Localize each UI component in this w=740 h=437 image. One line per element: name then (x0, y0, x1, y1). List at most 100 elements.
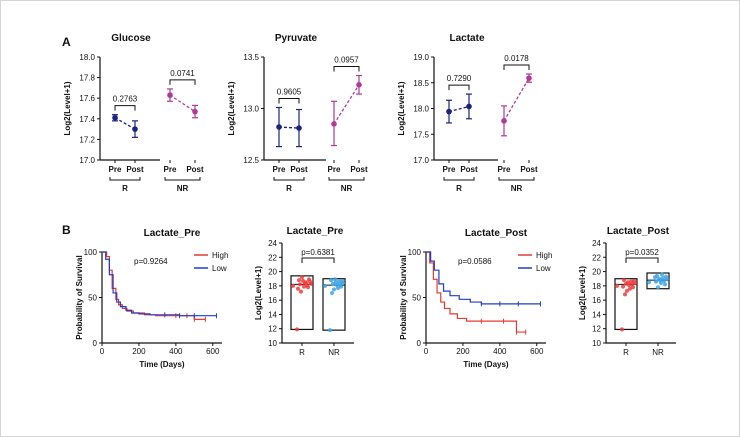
y-tick-label: 12.5 (243, 156, 259, 165)
y-tick-label: 18.5 (413, 79, 429, 88)
data-point (323, 283, 327, 288)
data-point (337, 279, 341, 284)
significance-bracket (333, 66, 360, 72)
x-tick-label: Pre (328, 165, 341, 174)
x-tick-label: 600 (530, 347, 544, 356)
group-label: NR (177, 184, 189, 193)
data-point (302, 284, 306, 289)
x-tick-label: NR (328, 348, 340, 357)
legend-label: High (212, 251, 228, 260)
y-tick-label: 22 (592, 253, 601, 262)
data-point (663, 282, 667, 287)
chart-title: Lactate_Pre (287, 226, 344, 237)
chart-pyruvate: Pyruvate 12.5 13.0 13.5 Log2(Level+1) Pre Post… (227, 33, 368, 193)
y-tick-label: 14 (268, 310, 277, 319)
y-tick-label: 17.0 (79, 156, 95, 165)
chart-lactate: Lactate 17.0 17.5 18.0 18.5 19.0 Log2(Level+1)… (397, 33, 538, 193)
chart-title: Lactate_Post (607, 226, 670, 237)
significance-bracket (301, 257, 335, 263)
x-tick-label: 600 (206, 347, 220, 356)
y-tick-label: 17.4 (79, 115, 95, 124)
y-tick-label: 17.6 (79, 94, 95, 103)
data-point (624, 281, 628, 286)
data-point (621, 284, 625, 289)
data-point (167, 92, 173, 98)
data-point (332, 287, 336, 292)
data-point (329, 278, 333, 283)
data-point (333, 277, 337, 282)
x-axis-label: Time (Days) (139, 360, 185, 369)
y-tick-label: 24 (592, 239, 601, 248)
data-point (661, 276, 665, 280)
x-tick-label: Post (290, 165, 308, 174)
significance-bracket (625, 257, 659, 263)
data-point (664, 274, 668, 279)
x-tick-label: Post (520, 165, 538, 174)
data-point (623, 292, 627, 297)
x-tick-label: Pre (443, 165, 456, 174)
data-point (328, 328, 332, 333)
chart-title: Lactate_Post (465, 228, 528, 239)
y-tick-label: 17.5 (413, 130, 429, 139)
x-tick-label: 0 (424, 347, 429, 356)
data-point (632, 278, 636, 283)
y-tick-label: 19.0 (413, 53, 429, 62)
y-tick-label: 10 (268, 339, 277, 348)
p-value-label: 0.0178 (504, 54, 529, 63)
x-tick-label: NR (652, 348, 664, 357)
significance-bracket (114, 105, 136, 111)
data-point (307, 277, 311, 282)
y-tick-label: 12 (592, 325, 601, 334)
data-point (656, 285, 660, 290)
y-tick-label: 18 (268, 282, 277, 291)
group-bracket (443, 177, 475, 181)
y-tick-label: 17.0 (413, 156, 429, 165)
significance-bracket (278, 97, 300, 104)
group-label: R (456, 184, 462, 193)
data-point (653, 275, 657, 280)
series-line-r (278, 126, 300, 129)
p-value-label: p=0.0352 (625, 248, 659, 257)
series-line-r (114, 117, 136, 130)
y-tick-label: 12 (268, 325, 277, 334)
group-label: NR (511, 184, 523, 193)
data-point (340, 278, 344, 283)
data-point (466, 103, 472, 110)
data-point (620, 327, 624, 332)
group-bracket (164, 177, 201, 181)
box-r (614, 278, 638, 331)
x-tick-label: Post (186, 165, 204, 174)
data-point (296, 125, 302, 131)
data-point (330, 291, 334, 295)
y-tick-label: 0 (93, 339, 98, 348)
y-tick-label: 16 (268, 296, 277, 305)
chart-box-pre: Lactate_Pre 10 12 14 16 18 20 22 24 Log2(Level+1)… (254, 226, 354, 357)
x-tick-label: Post (350, 165, 368, 174)
y-tick-label: 17.2 (79, 135, 95, 144)
data-point (615, 283, 619, 288)
x-tick-label: 0 (100, 347, 105, 356)
legend-label: Low (536, 264, 551, 273)
data-point (660, 272, 664, 277)
chart-title: Lactate (449, 33, 484, 44)
chart-km-post: Lactate_Post 0 50 100 0 200 400 600 Time (Days) P… (399, 228, 552, 369)
data-point (298, 282, 302, 287)
x-tick-label: 200 (132, 347, 146, 356)
y-tick-label: 16 (592, 296, 601, 305)
x-tick-label: 400 (493, 347, 507, 356)
data-point (300, 275, 304, 280)
significance-bracket (503, 64, 530, 70)
y-tick-label: 10 (592, 339, 601, 348)
x-tick-label: R (299, 348, 305, 357)
y-tick-label: 24 (268, 239, 277, 248)
group-label: R (286, 184, 292, 193)
p-value-label: p=0.9264 (134, 257, 168, 266)
data-point (295, 327, 299, 332)
y-tick-label: 18 (592, 282, 601, 291)
group-label: NR (341, 184, 353, 193)
chart-km-pre: Lactate_Pre 0 50 100 0 200 400 600 Time (Days) Pr… (75, 228, 228, 369)
data-point (526, 75, 532, 81)
data-point (625, 288, 629, 293)
